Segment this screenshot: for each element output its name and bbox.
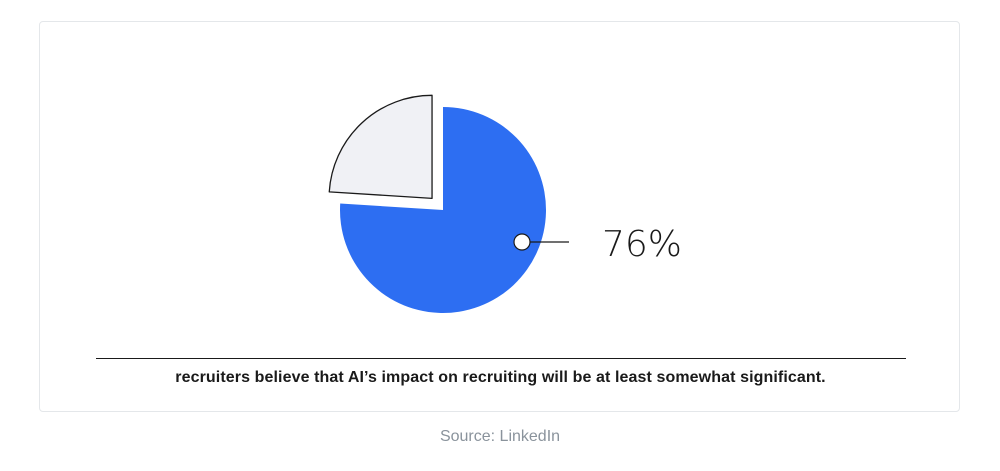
pie-slice-major [340, 107, 546, 313]
pie-data-label: 76% [602, 224, 682, 265]
pie-chart: 76% [328, 94, 682, 313]
source-note: Source: LinkedIn [439, 428, 561, 445]
caption-divider [96, 358, 906, 359]
pie-slices [328, 94, 546, 313]
chart-card: 76% recruiters believe that AI’s impact … [39, 21, 960, 412]
chart-caption: recruiters believe that AI’s impact on r… [175, 369, 826, 386]
data-label-marker [513, 233, 531, 251]
pie-slice-minor [328, 94, 433, 199]
